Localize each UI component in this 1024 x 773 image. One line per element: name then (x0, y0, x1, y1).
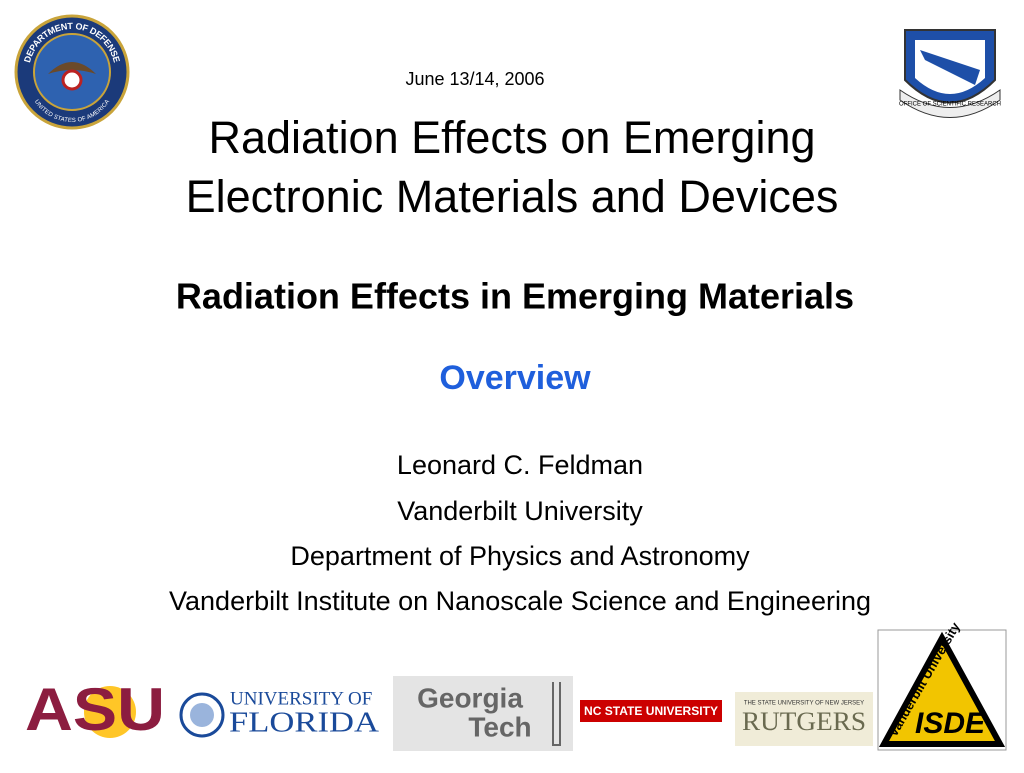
logo-text: NC STATE UNIVERSITY (584, 704, 718, 718)
seal-text: OFFICE OF SCIENTIFIC RESEARCH (899, 102, 1001, 108)
logo-text: Tech (468, 711, 531, 742)
logo-text: UNIVERSITY OF (230, 688, 372, 709)
date: June 13/14, 2006 (405, 69, 544, 89)
logo-text: ISDE (915, 707, 986, 740)
author-line: Vanderbilt University (397, 496, 643, 526)
rutgers-logo: THE STATE UNIVERSITY OF NEW JERSEY RUTGE… (735, 692, 873, 746)
logo-text: Georgia (417, 682, 523, 713)
logo-text: ASU (25, 676, 165, 743)
author-line: Vanderbilt Institute on Nanoscale Scienc… (169, 586, 871, 616)
title: Radiation Effects on Emerging (208, 112, 815, 163)
logo-text: RUTGERS (742, 707, 866, 736)
uf-logo: UNIVERSITY OF FLORIDA (179, 688, 379, 739)
ncsu-logo: NC STATE UNIVERSITY (580, 700, 722, 722)
section-heading: Overview (439, 359, 591, 397)
author-line: Department of Physics and Astronomy (290, 541, 750, 571)
author-line: Leonard C. Feldman (397, 450, 643, 480)
asu-logo: ASU (25, 676, 165, 743)
subtitle: Radiation Effects in Emerging Materials (176, 276, 854, 317)
logo-text: THE STATE UNIVERSITY OF NEW JERSEY (744, 701, 864, 707)
dod-seal: DEPARTMENT OF DEFENSE UNITED STATES OF A… (14, 14, 130, 130)
logo-text: FLORIDA (229, 707, 379, 739)
gatech-logo: Georgia Tech (393, 676, 573, 751)
afosr-seal: OFFICE OF SCIENTIFIC RESEARCH (899, 29, 1001, 118)
title: Electronic Materials and Devices (186, 171, 839, 222)
vu-isde-logo: Vanderbilt University ISDE (877, 619, 1007, 751)
